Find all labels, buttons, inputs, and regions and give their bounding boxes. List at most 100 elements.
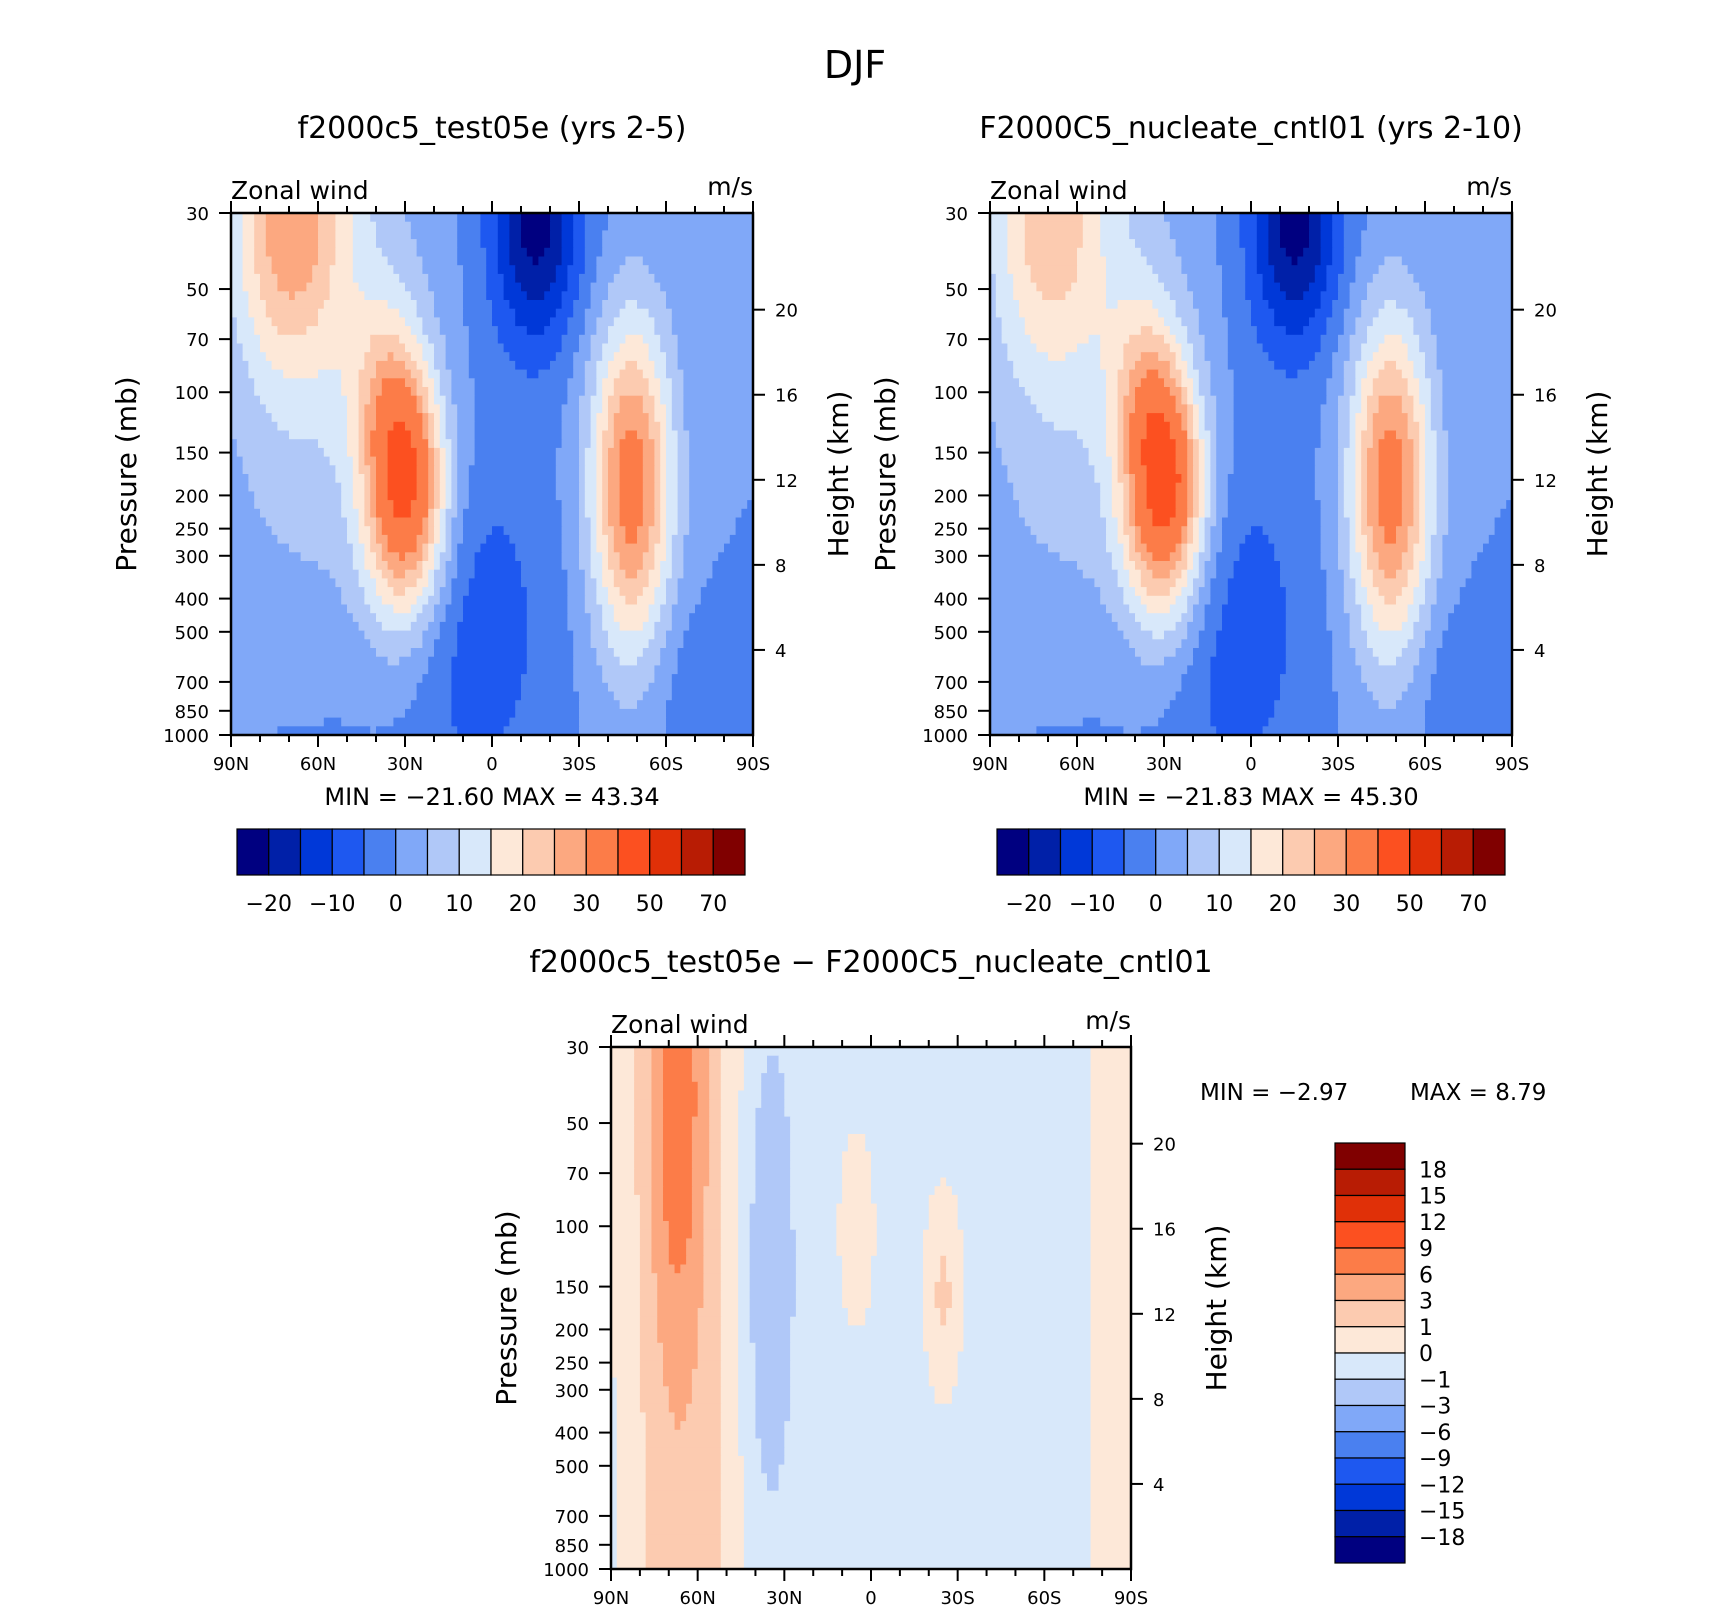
colorbar-label: −12 — [1419, 1473, 1465, 1498]
x-tick-label: 60S — [1027, 1588, 1061, 1609]
colorbar-box — [1218, 828, 1252, 876]
y-tick-label: 50 — [945, 280, 968, 301]
colorbar-box — [680, 828, 714, 876]
colorbar-box — [331, 828, 365, 876]
y-tick-label: 850 — [175, 702, 209, 723]
colorbar-box — [522, 828, 556, 876]
colorbar-box — [1334, 1404, 1406, 1433]
colorbar-box — [1334, 1509, 1406, 1538]
colorbar-label: −10 — [1069, 892, 1115, 917]
max-stat: MAX = 8.79 — [1410, 1080, 1546, 1106]
y-tick-label: 700 — [555, 1507, 589, 1528]
min-max-stats: MIN = −21.60 MAX = 43.34 — [324, 783, 659, 811]
suptitle: DJF — [824, 43, 886, 87]
x-tick-label: 30N — [1146, 754, 1182, 775]
y-tick-label: 500 — [934, 623, 968, 644]
y2-tick-label: 8 — [1153, 1390, 1164, 1411]
contour-field — [990, 213, 1512, 735]
colorbar-box — [1334, 1431, 1406, 1459]
colorbar-box — [1282, 828, 1316, 876]
colorbar-box — [1091, 828, 1125, 876]
colorbar-box — [395, 828, 429, 876]
contour-field — [231, 213, 753, 735]
y-tick-label: 300 — [175, 547, 209, 568]
y-tick-label: 400 — [175, 590, 209, 611]
colorbar-box — [268, 828, 302, 876]
colorbar-box — [426, 828, 460, 876]
units-label: m/s — [707, 172, 753, 201]
panel-test05e: f2000c5_test05e (yrs 2-5) Zonal wind m/s 90… — [110, 111, 855, 917]
colorbar-label: 10 — [445, 892, 473, 917]
y-tick-label: 850 — [934, 702, 968, 723]
y-tick-label: 300 — [934, 547, 968, 568]
colorbar-label: 30 — [572, 892, 600, 917]
colorbar-label: 6 — [1419, 1263, 1433, 1288]
colorbar-label: 15 — [1419, 1185, 1447, 1210]
y2-tick-label: 20 — [1534, 301, 1557, 322]
colorbar-label: 30 — [1332, 892, 1360, 917]
y-tick-label: 500 — [555, 1457, 589, 1478]
y-tick-label: 30 — [566, 1038, 589, 1059]
x-tick-label: 90S — [1495, 754, 1529, 775]
y2-tick-label: 12 — [1153, 1305, 1176, 1326]
colorbar-box — [1250, 828, 1284, 876]
x-tick-label: 30N — [766, 1588, 802, 1609]
colorbar-box — [585, 828, 619, 876]
colorbar-box — [1334, 1299, 1406, 1328]
colorbar-box — [299, 828, 333, 876]
panel-difference: f2000c5_test05e − F2000C5_nucleate_cntl0… — [490, 945, 1546, 1609]
colorbar-box — [1345, 828, 1379, 876]
y-tick-label: 150 — [934, 444, 968, 465]
colorbar-box — [236, 828, 270, 876]
colorbar-label: 3 — [1419, 1290, 1433, 1315]
colorbar-label: −1 — [1419, 1368, 1451, 1393]
colorbar-label: 0 — [1149, 892, 1163, 917]
colorbar-label: 9 — [1419, 1237, 1433, 1262]
x-tick-label: 60N — [679, 1588, 715, 1609]
y-tick-label: 850 — [555, 1536, 589, 1557]
colorbar-label: 1 — [1419, 1316, 1433, 1341]
x-tick-label: 60S — [1408, 754, 1442, 775]
x-tick-label: 30S — [562, 754, 596, 775]
y-tick-label: 50 — [566, 1114, 589, 1135]
y-tick-label: 100 — [934, 383, 968, 404]
panel-title: f2000c5_test05e − F2000C5_nucleate_cntl0… — [529, 945, 1212, 980]
contour-field — [611, 1047, 1131, 1569]
colorbar-label: 0 — [389, 892, 403, 917]
y2-tick-label: 4 — [775, 641, 786, 662]
panel-title: F2000C5_nucleate_cntl01 (yrs 2-10) — [979, 111, 1523, 146]
x-tick-label: 60S — [649, 754, 683, 775]
colorbar-label: 20 — [509, 892, 537, 917]
units-label: m/s — [1085, 1006, 1131, 1035]
colorbar-label: 12 — [1419, 1211, 1447, 1236]
x-tick-label: 30S — [1321, 754, 1355, 775]
colorbar-label: −3 — [1419, 1395, 1451, 1420]
y2-tick-label: 12 — [1534, 471, 1557, 492]
y-tick-label: 250 — [175, 520, 209, 541]
y2-tick-label: 16 — [1153, 1220, 1176, 1241]
colorbar-box — [1334, 1194, 1406, 1223]
y2-tick-label: 8 — [775, 556, 786, 577]
y-tick-label: 1000 — [922, 726, 968, 747]
y2-tick-label: 20 — [775, 301, 798, 322]
x-tick-label: 90N — [593, 1588, 629, 1609]
colorbar-box — [1334, 1457, 1406, 1485]
colorbar-box — [1028, 828, 1062, 876]
x-tick-label: 0 — [486, 754, 497, 775]
y-tick-label: 70 — [945, 330, 968, 351]
field-label: Zonal wind — [611, 1010, 749, 1039]
y-tick-label: 700 — [934, 673, 968, 694]
y2-axis-label: Height (km) — [1200, 1225, 1233, 1392]
colorbar-box — [1334, 1247, 1406, 1275]
colorbar-label: −9 — [1419, 1447, 1451, 1472]
colorbar-box — [1155, 828, 1189, 876]
colorbar-box — [1059, 828, 1093, 876]
colorbar-box — [617, 828, 651, 876]
colorbar-box — [1123, 828, 1157, 876]
y-tick-label: 1000 — [163, 726, 209, 747]
y-tick-label: 500 — [175, 623, 209, 644]
colorbar-box — [490, 828, 524, 876]
colorbar-box — [1472, 828, 1506, 876]
colorbar-box — [1334, 1168, 1406, 1197]
colorbar-label: −6 — [1419, 1421, 1451, 1446]
